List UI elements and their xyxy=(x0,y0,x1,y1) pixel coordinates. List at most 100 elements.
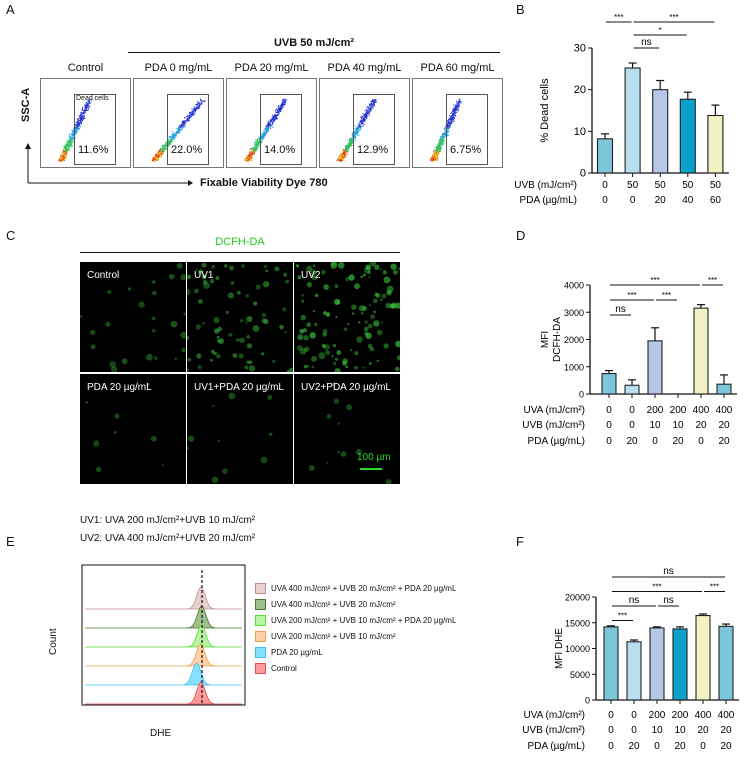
y-tick-label: 4000 xyxy=(564,281,584,291)
panel-label-e: E xyxy=(6,534,15,549)
row-label: UVB (mJ/cm²) xyxy=(522,420,585,431)
condition-value: 20 xyxy=(720,725,732,736)
legend-label: UVA 200 mJ/cm² + UVB 10 mJ/cm² + PDA 20 … xyxy=(271,616,457,625)
legend-entry: UVA 200 mJ/cm² + UVB 10 mJ/cm² + PDA 20 … xyxy=(255,615,456,626)
legend-swatch xyxy=(255,599,266,610)
dead-cells-gate xyxy=(353,94,395,165)
row-label: PDA (µg/mL) xyxy=(528,436,585,447)
condition-value: 20 xyxy=(695,420,707,431)
histogram-curve xyxy=(85,662,242,686)
panel-label-f: F xyxy=(516,534,524,549)
bar xyxy=(601,373,617,395)
condition-value: 20 xyxy=(674,741,686,752)
tile-label: Control xyxy=(87,270,120,281)
condition-value: 20 xyxy=(672,436,684,447)
scale-bar-label: 100 µm xyxy=(357,452,391,463)
flow-plot-title: PDA 20 mg/mL xyxy=(234,62,309,74)
condition-value: 0 xyxy=(629,405,635,416)
scatter-dots xyxy=(429,98,462,162)
condition-value: 0 xyxy=(652,436,658,447)
dead-cells-gate xyxy=(167,94,209,165)
dead-cell-percent: 14.0% xyxy=(264,144,296,156)
flow-plot: Dead cells 11.6% xyxy=(40,78,131,168)
y-axis-title: MFIDCFH-DA xyxy=(540,317,563,362)
legend-swatch xyxy=(255,583,266,594)
legend-swatch xyxy=(255,631,266,642)
dead-cells-gate xyxy=(446,94,488,165)
group-divider xyxy=(128,52,500,53)
bar xyxy=(716,383,732,395)
y-tick-label: 20000 xyxy=(565,593,590,603)
panel-label-c: C xyxy=(6,228,16,243)
dcfh-divider xyxy=(80,252,400,253)
legend-entry: PDA 20 µg/mL xyxy=(255,647,323,658)
condition-value: 10 xyxy=(651,725,663,736)
dead-cells-gate xyxy=(74,94,116,165)
condition-value: 0 xyxy=(608,741,614,752)
panel-label-d: D xyxy=(516,228,526,243)
legend-label: UVA 200 mJ/cm² + UVB 10 mJ/cm² xyxy=(271,632,396,641)
micrograph-tile: UV2+PDA 20 µg/mL xyxy=(294,374,400,484)
bar xyxy=(718,625,734,701)
dead-cell-percent: 22.0% xyxy=(171,144,203,156)
significance-label: *** xyxy=(618,612,627,621)
scatter-dots xyxy=(151,98,206,162)
panel-label-b: B xyxy=(516,2,525,17)
condition-value: 10 xyxy=(672,420,684,431)
tile-label: PDA 20 µg/mL xyxy=(87,382,152,393)
fluorescence-signal xyxy=(187,262,293,372)
bar xyxy=(672,628,688,701)
condition-value: 400 xyxy=(693,405,710,416)
condition-value: 400 xyxy=(716,405,733,416)
micrograph-tile: Control xyxy=(80,262,186,372)
micrograph-tile: UV1 xyxy=(187,262,293,372)
tile-label: UV1+PDA 20 µg/mL xyxy=(194,382,284,393)
uvb-group-header: UVB 50 mJ/cm² xyxy=(273,37,355,49)
legend-label: UVA 400 mJ/cm² + UVB 20 mJ/cm² xyxy=(271,600,396,609)
micrograph-tile: PDA 20 µg/mL xyxy=(80,374,186,484)
histogram-curve xyxy=(85,605,242,629)
flow-plot-title: Control xyxy=(67,62,104,74)
condition-value: 200 xyxy=(649,710,666,721)
flow-plot-title: PDA 0 mg/mL xyxy=(144,62,213,74)
row-label: UVA (mJ/cm²) xyxy=(524,710,585,721)
legend-label: UVA 400 mJ/cm² + UVB 20 mJ/cm² + PDA 20 … xyxy=(271,584,457,593)
condition-value: 0 xyxy=(608,725,614,736)
scatter-dots xyxy=(58,98,93,162)
condition-value: 20 xyxy=(697,725,709,736)
significance-label: ns xyxy=(629,595,640,606)
legend-entry: UVA 400 mJ/cm² + UVB 20 mJ/cm² + PDA 20 … xyxy=(255,583,456,594)
histogram-curve xyxy=(85,624,242,648)
y-tick-label: 15000 xyxy=(565,618,590,628)
scatter-dots xyxy=(243,98,288,162)
condition-value: 0 xyxy=(631,725,637,736)
micrograph-tile: UV2 xyxy=(294,262,400,372)
condition-value: 10 xyxy=(649,420,661,431)
dead-cell-percent: 12.9% xyxy=(357,144,389,156)
legend-swatch xyxy=(255,647,266,658)
significance-label: *** xyxy=(650,276,659,285)
condition-value: 200 xyxy=(672,710,689,721)
fluorescence-signal xyxy=(80,262,186,372)
flow-plot-title: PDA 60 mg/mL xyxy=(420,62,495,74)
bar xyxy=(695,614,711,701)
uv2-note: UV2: UVA 400 mJ/cm²+UVB 20 mJ/cm² xyxy=(80,533,256,544)
significance-label: ns xyxy=(663,566,674,577)
uv1-note: UV1: UVA 200 mJ/cm²+UVB 10 mJ/cm² xyxy=(80,515,256,526)
condition-value: 0 xyxy=(698,436,704,447)
condition-value: 0 xyxy=(629,420,635,431)
condition-value: 0 xyxy=(700,741,706,752)
row-label: UVA (mJ/cm²) xyxy=(524,405,585,416)
legend-entry: Control xyxy=(255,663,297,674)
bar xyxy=(647,340,663,395)
bar xyxy=(603,626,619,701)
condition-value: 0 xyxy=(608,710,614,721)
row-label: PDA (µg/mL) xyxy=(528,741,585,752)
condition-value: 20 xyxy=(718,420,730,431)
significance-label: *** xyxy=(710,583,719,592)
histogram-frame xyxy=(81,564,246,706)
viability-axis-label: Fixable Viability Dye 780 xyxy=(200,177,328,189)
legend-label: Control xyxy=(271,664,297,673)
dead-cell-percent: 6.75% xyxy=(450,144,482,156)
